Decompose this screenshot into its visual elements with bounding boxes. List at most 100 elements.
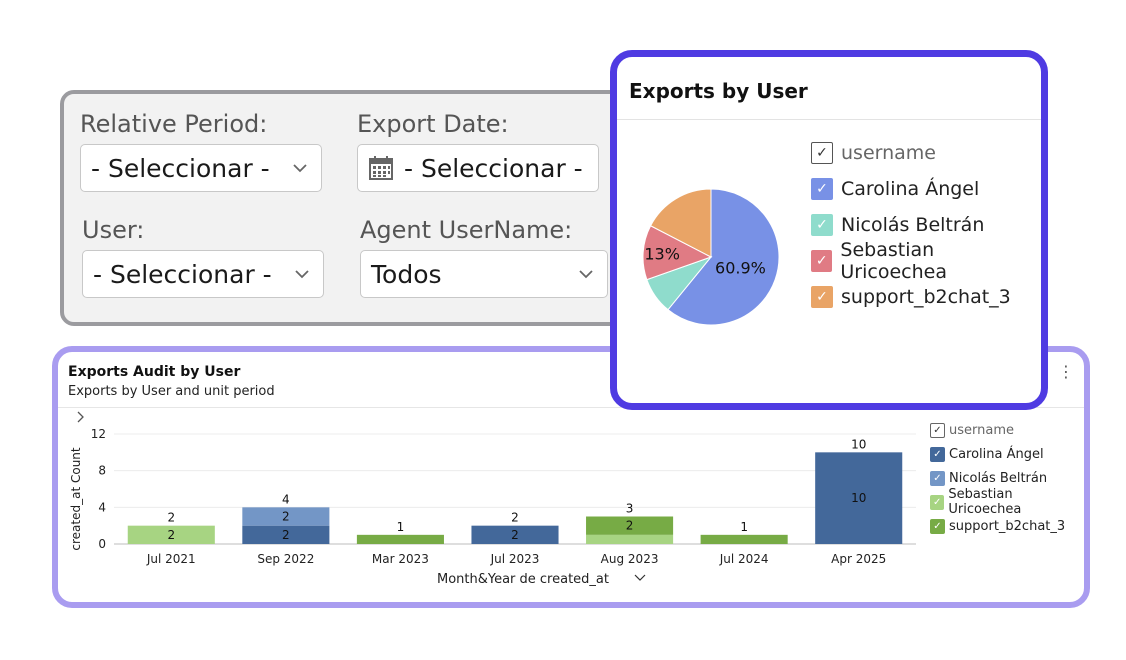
- x-axis-label: Month&Year de created_at: [437, 572, 609, 587]
- audit-legend: ✓ username ✓ Carolina Ángel ✓ Nicolás Be…: [930, 418, 1084, 538]
- chevron-down-icon: [634, 574, 646, 581]
- audit-subtitle: Exports by User and unit period: [68, 384, 275, 399]
- bar-segment-label: 2: [626, 519, 634, 533]
- bar-total-label: 10: [851, 437, 866, 451]
- checkbox-icon: ✓: [930, 422, 945, 438]
- bar-segment-label: 2: [511, 528, 519, 542]
- bar-total-label: 2: [511, 511, 519, 525]
- more-options-icon[interactable]: ⋮: [1058, 362, 1074, 381]
- legend-item[interactable]: ✓ support_b2chat_3: [811, 279, 1041, 315]
- legend-item-label: Carolina Ángel: [949, 446, 1044, 462]
- chevron-right-icon: [77, 411, 84, 423]
- relative-period-select[interactable]: - Seleccionar -: [80, 144, 322, 192]
- x-tick-label: Apr 2025: [831, 552, 886, 566]
- legend-item-label: Nicolás Beltrán: [949, 470, 1048, 486]
- calendar-icon: [369, 156, 393, 180]
- bar-segment-label: 2: [282, 528, 290, 542]
- y-tick-label: 4: [98, 500, 106, 514]
- user-select[interactable]: - Seleccionar -: [82, 250, 324, 298]
- legend-item-label: support_b2chat_3: [841, 286, 1011, 308]
- agent-username-value: Todos: [371, 259, 442, 289]
- bar-total-label: 2: [167, 511, 175, 525]
- exports-by-user-card: Exports by User 60.9% 13% ✓ username ✓ Ca…: [610, 50, 1048, 410]
- bar-total-label: 1: [740, 520, 748, 534]
- bar-segment-label: 10: [851, 491, 866, 505]
- x-tick-label: Jul 2024: [719, 552, 769, 566]
- filter-panel: Relative Period: - Seleccionar - Export …: [60, 90, 660, 326]
- user-label: User:: [82, 216, 145, 244]
- legend-item[interactable]: ✓ Sebastian Uricoechea: [930, 487, 1084, 517]
- divider: [617, 119, 1041, 120]
- relative-period-value: - Seleccionar -: [91, 153, 270, 183]
- y-axis-label: created_at Count: [69, 447, 83, 551]
- checkbox-icon: ✓: [811, 178, 833, 200]
- pie-title: Exports by User: [629, 79, 808, 103]
- pie-slice-label: 13%: [644, 245, 680, 264]
- relative-period-label: Relative Period:: [80, 110, 268, 138]
- pie-slice-label: 60.9%: [715, 259, 766, 278]
- legend-item-label: Carolina Ángel: [841, 178, 980, 200]
- pie-legend: ✓ username ✓ Carolina Ángel ✓ Nicolás Be…: [811, 135, 1041, 315]
- legend-header-label: username: [841, 142, 936, 164]
- y-tick-label: 0: [98, 537, 106, 551]
- audit-title: Exports Audit by User: [68, 364, 241, 380]
- bar-total-label: 1: [397, 520, 405, 534]
- bar-segment: [127, 525, 215, 544]
- export-date-label: Export Date:: [357, 110, 509, 138]
- x-tick-label: Sep 2022: [257, 552, 314, 566]
- bar-segment: [242, 507, 330, 526]
- chevron-down-icon: [579, 270, 593, 279]
- legend-header[interactable]: ✓ username: [930, 418, 1084, 442]
- legend-item[interactable]: ✓ Nicolás Beltrán: [811, 207, 1041, 243]
- legend-item[interactable]: ✓ Sebastian Uricoechea: [811, 239, 1041, 283]
- legend-item-label: Nicolás Beltrán: [841, 214, 985, 236]
- legend-item-label: support_b2chat_3: [949, 518, 1066, 534]
- checkbox-icon: ✓: [930, 470, 945, 486]
- chevron-down-icon: [295, 270, 309, 279]
- bar-segment: [700, 534, 788, 544]
- checkbox-icon: ✓: [811, 250, 833, 272]
- legend-header[interactable]: ✓ username: [811, 135, 1041, 171]
- bar-segment-label: 2: [282, 510, 290, 524]
- pie-chart: 60.9% 13%: [642, 188, 780, 326]
- legend-item-label: Sebastian Uricoechea: [948, 487, 1022, 517]
- export-date-value: - Seleccionar -: [404, 153, 583, 183]
- exports-audit-card: Exports Audit by User Exports by User an…: [52, 346, 1090, 608]
- legend-item[interactable]: ✓ Nicolás Beltrán: [930, 466, 1084, 490]
- checkbox-icon: ✓: [930, 494, 945, 510]
- bar-segment: [815, 452, 903, 544]
- legend-item[interactable]: ✓ Carolina Ángel: [811, 171, 1041, 207]
- legend-item[interactable]: ✓ Carolina Ángel: [930, 442, 1084, 466]
- chevron-down-icon: [293, 164, 307, 173]
- checkbox-icon: ✓: [811, 286, 833, 308]
- x-tick-label: Aug 2023: [601, 552, 659, 566]
- export-date-picker[interactable]: - Seleccionar -: [357, 144, 599, 192]
- pie-slice: [667, 188, 780, 326]
- pie-slice: [642, 225, 713, 281]
- y-tick-label: 12: [91, 427, 106, 441]
- bar-segment: [471, 525, 559, 544]
- legend-item[interactable]: ✓ support_b2chat_3: [930, 514, 1084, 538]
- legend-item-label: Sebastian Uricoechea: [840, 239, 947, 283]
- bar-segment: [356, 534, 444, 544]
- bar-segment-label: 2: [167, 528, 175, 542]
- checkbox-icon: ✓: [811, 214, 833, 236]
- x-tick-label: Jul 2021: [146, 552, 196, 566]
- bar-segment: [586, 534, 674, 544]
- divider: [58, 407, 1084, 408]
- agent-username-select[interactable]: Todos: [360, 250, 608, 298]
- x-tick-label: Mar 2023: [372, 552, 429, 566]
- x-tick-label: Jul 2023: [490, 552, 540, 566]
- legend-header-label: username: [949, 422, 1014, 438]
- pie-slice: [649, 188, 712, 258]
- bar-total-label: 4: [282, 492, 290, 506]
- bar-segment: [586, 516, 674, 535]
- user-value: - Seleccionar -: [93, 259, 272, 289]
- checkbox-icon: ✓: [930, 446, 945, 462]
- agent-username-label: Agent UserName:: [360, 216, 573, 244]
- bar-segment: [242, 525, 330, 544]
- y-tick-label: 8: [98, 464, 106, 478]
- checkbox-icon: ✓: [811, 142, 833, 164]
- bar-total-label: 3: [626, 502, 634, 516]
